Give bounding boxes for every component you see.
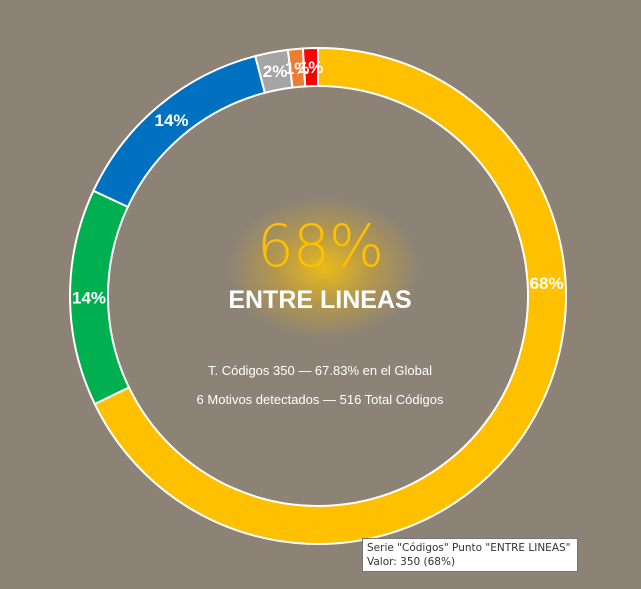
doughnut-segment-6[interactable] bbox=[301, 46, 319, 88]
segment-data-label-3: 14% bbox=[154, 111, 188, 130]
segment-data-label-5: 1% bbox=[285, 59, 310, 78]
segment-data-label-2: 14% bbox=[72, 288, 106, 307]
segment-data-label-1: 68% bbox=[530, 274, 564, 293]
tooltip-value-line: Valor: 350 (68%) bbox=[367, 556, 456, 568]
doughnut-segment-1[interactable] bbox=[93, 46, 567, 545]
data-point-tooltip: Serie "Códigos" Punto "ENTRE LINEAS" Val… bbox=[362, 538, 578, 572]
doughnut-segment-3[interactable] bbox=[92, 54, 267, 209]
segment-data-label-6: 1% bbox=[299, 58, 324, 77]
segment-data-label-4: 2% bbox=[263, 62, 288, 81]
tooltip-series-line: Serie "Códigos" Punto "ENTRE LINEAS" bbox=[367, 542, 571, 554]
